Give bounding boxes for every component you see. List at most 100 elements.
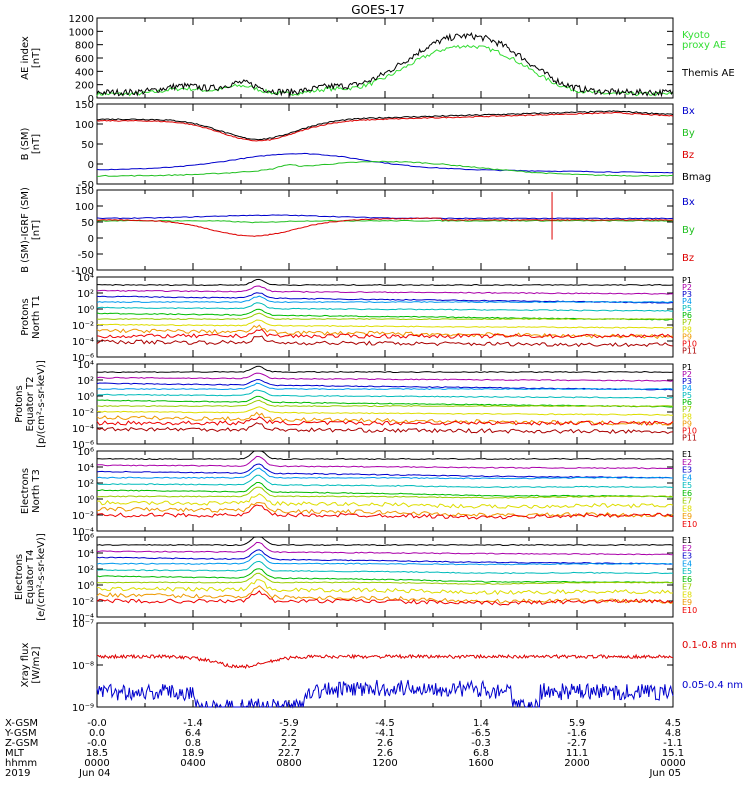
axis-row-value: Jun 05 (648, 768, 681, 779)
axis-row-label: hhmm (5, 758, 37, 769)
y-tick-label: 0 (88, 160, 94, 171)
legend-entry: E10 (682, 520, 697, 529)
legend-entry: E10 (682, 606, 697, 615)
y-tick-label: 10⁻⁶ (72, 353, 94, 364)
y-axis-label-line: Electrons (20, 468, 31, 514)
y-axis-label: AE index [nT] (20, 36, 42, 80)
axis-row-value: 0000 (660, 758, 685, 769)
series-bmag (96, 110, 674, 141)
axis-row-value: 1200 (372, 758, 397, 769)
y-tick-label: 600 (75, 54, 94, 65)
axis-row-value: 6.4 (185, 728, 201, 739)
y-tick-label: 400 (75, 67, 94, 78)
legend-entry: By (682, 225, 695, 236)
y-axis-label-line: Xray flux (20, 643, 31, 688)
y-axis-label-line: [W/m2] (31, 646, 42, 683)
legend-entry: P3 (682, 290, 692, 299)
series-group (96, 278, 674, 348)
series-channel-11 (96, 335, 674, 348)
y-axis-label-line: North T3 (31, 469, 42, 513)
y-axis-label: Xray flux [W/m2] (20, 643, 42, 688)
y-tick-label: 10⁻⁴ (72, 337, 94, 348)
y-axis-label: B (SM) [nT] (20, 127, 42, 160)
y-axis-label-line: North T1 (31, 295, 42, 339)
legend-entry: P1 (682, 276, 692, 285)
series-channel-5 (96, 474, 674, 489)
legend-entry: P3 (682, 377, 692, 386)
legend-entry: P11 (682, 346, 697, 355)
panel-ae: 1200 1000 800 600 400 200 0 AE index [nT] Kyotopr… (20, 14, 735, 105)
axis-row-value: 0000 (84, 758, 109, 769)
panel-xray: 10⁻⁷ 10⁻⁸ 10⁻⁹ Xray flux [W/m2] 0.1-0.8 nm 0.0… (20, 619, 743, 714)
axis-row-value: 0800 (276, 758, 301, 769)
y-tick-label: 10² (77, 479, 94, 490)
series-channel-7 (96, 572, 674, 585)
axis-row-value: -6.5 (471, 728, 491, 739)
y-axis-label-line: [nT] (31, 48, 42, 68)
y-tick-label: 10⁴ (77, 273, 94, 284)
panel-pe: 10⁴ 10² 10⁰ 10⁻² 10⁻⁴ 10⁻⁶ Protons Equator T2 [p… (14, 360, 697, 451)
legend-entry: 0.1-0.8 nm (682, 640, 737, 651)
legend-entry: P8 (682, 412, 692, 421)
panel-frame (96, 189, 674, 271)
series-channel-4 (96, 467, 674, 480)
y-tick-label: -50 (78, 250, 94, 261)
panel-ee: 10⁶ 10⁴ 10² 10⁰ 10⁻² 10⁻⁴ Electrons Equator T4[… (14, 533, 697, 624)
legend-entry: E6 (682, 575, 692, 584)
series-xray-long (97, 653, 674, 670)
legend-entry: P4 (682, 297, 692, 306)
y-tick-label: 10² (77, 289, 94, 300)
axis-row-value: -1.4 (183, 718, 203, 729)
legend-entry: Bx (682, 197, 695, 208)
legend-entry: P1 (682, 363, 692, 372)
y-axis-label: B (SM)-IGRF (SM) [nT] (20, 187, 42, 273)
series-channel-3 (96, 292, 674, 304)
y-tick-label: 200 (75, 81, 94, 92)
series-by (96, 219, 674, 224)
legend: Bx By Bz Bmag (682, 106, 711, 183)
legend-entry: Themis AE (681, 68, 735, 79)
series-group (96, 32, 674, 98)
series-channel-4 (96, 382, 674, 391)
axis-row-value: -4.1 (375, 728, 395, 739)
series-channel-11 (96, 422, 674, 434)
series-channel-8 (96, 319, 673, 329)
series-group (96, 365, 674, 434)
y-axis-label-line: Equator T2 (25, 377, 36, 432)
y-axis-label-line: Equator T4 (25, 550, 36, 605)
series-channel-2 (96, 541, 674, 556)
legend-entry: E3 (682, 466, 692, 475)
axis-row-value: 2.6 (377, 738, 393, 749)
axis-row-value: -0.0 (87, 738, 107, 749)
legend-entry: E9 (682, 598, 692, 607)
y-axis-label-line: B (SM)-IGRF (SM) (20, 187, 31, 273)
y-tick-label: 10⁻⁴ (72, 424, 94, 435)
series-group (96, 192, 674, 240)
axis-row-value: 4.5 (665, 718, 681, 729)
y-tick-label: 10⁻² (72, 408, 94, 419)
y-tick-label: 0 (88, 234, 94, 245)
legend-entry: proxy AE (682, 40, 726, 51)
series-xray-short (96, 679, 674, 709)
legend-entry: E2 (682, 458, 692, 467)
y-tick-label: 1200 (69, 14, 94, 25)
series-bx (96, 214, 674, 220)
axis-row-value: -4.5 (375, 718, 395, 729)
axis-row-value: 18.9 (182, 748, 204, 759)
series-channel-6 (96, 568, 674, 584)
panel-frame (96, 17, 674, 99)
y-tick-label: 10⁻⁹ (72, 703, 94, 714)
legend-entry: 0.05-0.4 nm (682, 680, 743, 691)
axis-row-value: 2.2 (281, 728, 297, 739)
legend-entry: E1 (682, 450, 692, 459)
y-tick-label: 10⁻⁴ (72, 527, 94, 538)
panel-bigrf: 150 100 50 0 -50 -100 B (SM)-IGRF (SM) [nT] Bx By… (20, 186, 695, 277)
legend-entry: P9 (682, 419, 692, 428)
y-axis-label-line: [e/(cm²-s-sr-keV)] (36, 533, 47, 621)
y-tick-label: 100 (75, 120, 94, 131)
legend-entry: P6 (682, 311, 692, 320)
y-axis-label-line: Protons (20, 298, 31, 335)
y-tick-label: 10⁰ (77, 495, 94, 506)
